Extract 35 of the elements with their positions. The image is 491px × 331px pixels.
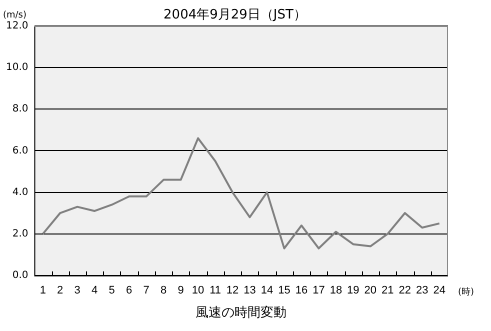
y-tick-label: 10.0 [6, 62, 28, 74]
x-tick-label: 4 [92, 284, 98, 296]
x-tick-label: 1 [40, 284, 46, 296]
x-tick-label: 15 [278, 284, 290, 296]
x-axis-title: 風速の時間変動 [196, 304, 287, 321]
x-tick-label: 19 [347, 284, 360, 296]
x-tick-label: 10 [192, 284, 204, 296]
y-axis-title: (m/s) [3, 10, 27, 20]
x-tick-label: 22 [398, 284, 412, 296]
y-tick-label: 0.0 [12, 270, 28, 281]
x-tick-label: 24 [433, 284, 446, 296]
x-tick-label: 12 [226, 284, 239, 296]
x-tick-label: 21 [382, 284, 394, 296]
chart-title: 2004年9月29日（JST） [164, 7, 306, 22]
x-tick-label: 11 [210, 284, 221, 296]
x-tick-label: 17 [312, 284, 325, 296]
x-tick-label: 8 [160, 284, 167, 296]
x-tick-label: 16 [295, 284, 308, 296]
x-tick-label: 20 [364, 284, 377, 296]
y-tick-label: 4.0 [12, 186, 28, 198]
y-tick-label: 6.0 [12, 145, 28, 156]
x-tick-label: 2 [57, 284, 64, 296]
x-tick-label: 13 [244, 284, 256, 296]
x-tick-label: 6 [126, 284, 132, 296]
x-tick-label: 5 [108, 284, 115, 296]
x-tick-label: 7 [143, 284, 150, 296]
x-tick-label: 23 [416, 284, 428, 296]
x-tick-label: 3 [74, 284, 80, 296]
x-tick-label: 18 [330, 284, 342, 296]
x-tick-label: 14 [260, 284, 274, 296]
y-tick-label: 8.0 [12, 104, 28, 115]
y-tick-label: 2.0 [12, 228, 28, 240]
x-tick-label: 9 [178, 284, 184, 296]
y-tick-label: 12.0 [6, 20, 28, 32]
text: (時) [458, 286, 474, 298]
